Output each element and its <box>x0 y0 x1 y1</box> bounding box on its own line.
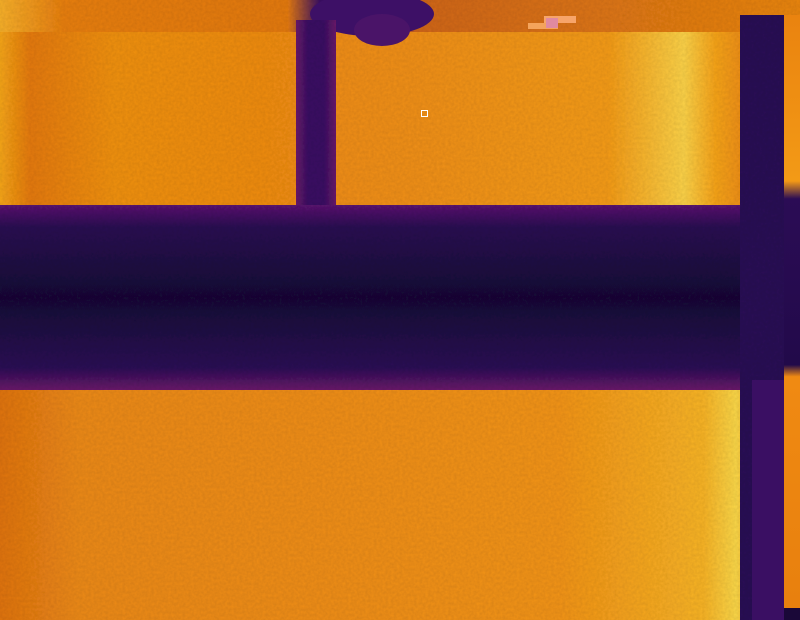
upper-warm-panel <box>0 32 760 217</box>
top-artifact <box>544 16 576 23</box>
top-artifact-3 <box>546 18 558 28</box>
vertical-post <box>296 20 336 235</box>
spot-measurement-marker[interactable] <box>421 110 428 117</box>
top-dark-blob-inner <box>354 14 410 46</box>
top-artifact-2 <box>528 23 558 29</box>
right-edge-strip <box>784 15 800 608</box>
right-edge-bottom <box>784 608 800 620</box>
cold-horizontal-band <box>0 205 800 390</box>
right-post-lower-edge <box>752 380 784 620</box>
lower-warm-panel <box>0 380 800 620</box>
